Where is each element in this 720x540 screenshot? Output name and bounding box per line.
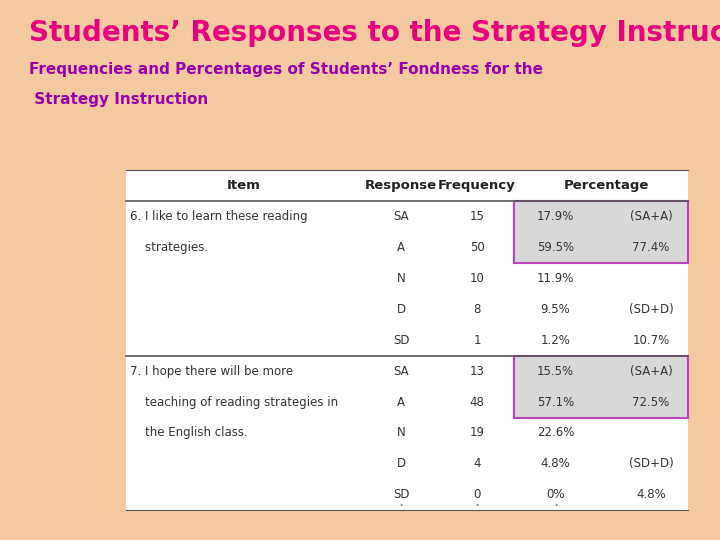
Text: SD: SD — [393, 488, 410, 501]
Text: 77.4%: 77.4% — [632, 241, 670, 254]
Text: D: D — [397, 457, 406, 470]
Text: teaching of reading strategies in: teaching of reading strategies in — [130, 396, 338, 409]
Text: ·: · — [399, 497, 404, 515]
Text: N: N — [397, 272, 405, 285]
Text: strategies.: strategies. — [130, 241, 208, 254]
Text: 19: 19 — [469, 427, 485, 440]
Text: 59.5%: 59.5% — [537, 241, 574, 254]
Text: 72.5%: 72.5% — [632, 396, 670, 409]
Text: SD: SD — [393, 334, 410, 347]
Text: 4.8%: 4.8% — [636, 488, 666, 501]
Text: 50: 50 — [469, 241, 485, 254]
Text: A: A — [397, 241, 405, 254]
Text: 22.6%: 22.6% — [537, 427, 575, 440]
Text: D: D — [397, 303, 406, 316]
Text: Response: Response — [365, 179, 437, 192]
Text: 6. I like to learn these reading: 6. I like to learn these reading — [130, 210, 307, 223]
Text: 13: 13 — [469, 364, 485, 377]
Text: SA: SA — [393, 210, 409, 223]
Text: (SD+D): (SD+D) — [629, 303, 673, 316]
Text: Strategy Instruction: Strategy Instruction — [29, 92, 208, 107]
Text: A: A — [397, 396, 405, 409]
Text: (SA+A): (SA+A) — [630, 210, 672, 223]
Text: 8: 8 — [473, 303, 481, 316]
Text: 1.2%: 1.2% — [541, 334, 570, 347]
Text: Frequencies and Percentages of Students’ Fondness for the: Frequencies and Percentages of Students’… — [29, 62, 543, 77]
Text: Frequency: Frequency — [438, 179, 516, 192]
Text: N: N — [397, 427, 405, 440]
Text: 10.7%: 10.7% — [632, 334, 670, 347]
Text: 15.5%: 15.5% — [537, 364, 574, 377]
Text: 9.5%: 9.5% — [541, 303, 570, 316]
Text: (SD+D): (SD+D) — [629, 457, 673, 470]
Text: 4.8%: 4.8% — [541, 457, 570, 470]
Text: 48: 48 — [469, 396, 485, 409]
Text: the English class.: the English class. — [130, 427, 248, 440]
Text: 0%: 0% — [546, 488, 565, 501]
Text: 1: 1 — [473, 334, 481, 347]
Text: 15: 15 — [469, 210, 485, 223]
Text: 7. I hope there will be more: 7. I hope there will be more — [130, 364, 293, 377]
Text: 10: 10 — [469, 272, 485, 285]
Text: ·: · — [474, 497, 480, 515]
Text: SA: SA — [393, 364, 409, 377]
Text: Percentage: Percentage — [564, 179, 649, 192]
Text: 4: 4 — [473, 457, 481, 470]
Text: ·: · — [553, 497, 558, 515]
Text: 17.9%: 17.9% — [537, 210, 575, 223]
Text: 57.1%: 57.1% — [537, 396, 575, 409]
Text: 0: 0 — [473, 488, 481, 501]
Text: 11.9%: 11.9% — [537, 272, 575, 285]
Text: Item: Item — [227, 179, 261, 192]
Text: Students’ Responses to the Strategy Instruction-3: Students’ Responses to the Strategy Inst… — [29, 19, 720, 47]
Text: (SA+A): (SA+A) — [630, 364, 672, 377]
